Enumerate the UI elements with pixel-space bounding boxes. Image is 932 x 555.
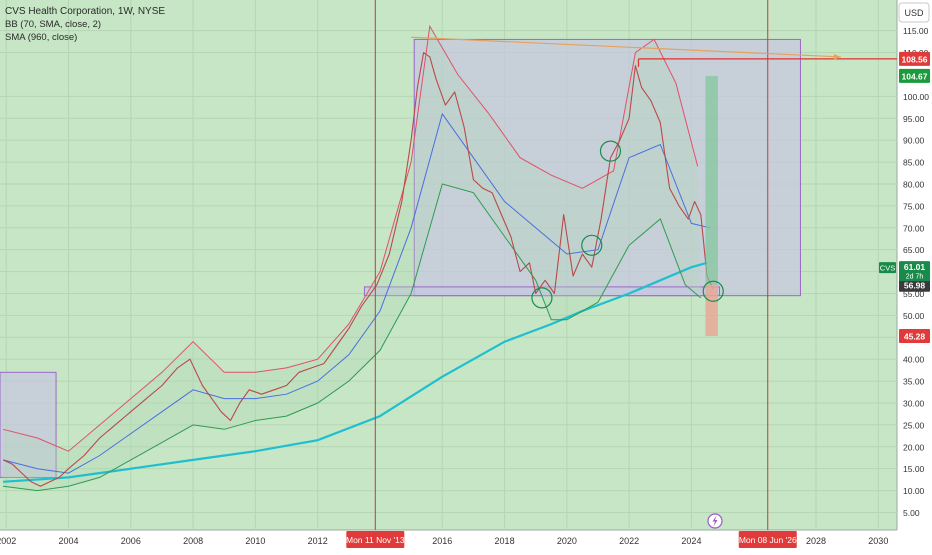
sma-legend[interactable]: SMA (960, close) — [5, 32, 77, 43]
range-boxes — [0, 38, 801, 478]
price-tick-label: 15.00 — [903, 464, 925, 474]
price-tick-label: 95.00 — [903, 114, 925, 124]
time-tick-label: 2018 — [495, 536, 515, 546]
highlight-circle — [531, 287, 553, 309]
price-tick-label: 100.00 — [903, 92, 929, 102]
time-tick-label: 2006 — [121, 536, 141, 546]
price-tick-label: 35.00 — [903, 377, 925, 387]
price-label-box — [899, 68, 930, 83]
time-tick-label: 2016 — [432, 536, 452, 546]
axis-labels: 108.56 104.67 56.98 45.28 CVS 61.01 2d 7h Mon 1… — [346, 51, 930, 548]
time-tick-label: 2012 — [308, 536, 328, 546]
price-label-value: 104.67 — [902, 71, 928, 81]
range-box — [0, 371, 57, 478]
price-tick-label: 70.00 — [903, 223, 925, 233]
bollinger-upper-line — [2, 24, 699, 452]
date-label-text: Mon 11 Nov '13 — [346, 535, 405, 545]
currency-button[interactable]: USD — [898, 2, 930, 23]
date-label-text: Mon 08 Jun '26 — [739, 535, 797, 545]
time-tick-label: 2022 — [619, 536, 639, 546]
symbol-tag — [879, 262, 896, 274]
lightning-event-icon[interactable] — [707, 513, 723, 529]
price-tick-label: 50.00 — [903, 311, 925, 321]
price-tick-label: 40.00 — [903, 355, 925, 365]
price-tick-label: 80.00 — [903, 179, 925, 189]
price-tick-label: 30.00 — [903, 398, 925, 408]
current-price-box — [899, 261, 930, 282]
indicator-lines — [2, 24, 714, 492]
bollinger-band-area — [3, 26, 701, 491]
bollinger-legend[interactable]: BB (70, SMA, close, 2) — [5, 19, 101, 30]
price-label-value: 108.56 — [902, 54, 928, 64]
time-tick-label: 2008 — [183, 536, 203, 546]
position-profit-zone — [705, 75, 718, 285]
price-label-box — [899, 329, 930, 344]
drawing-tools — [374, 0, 897, 530]
price-tick-label: 25.00 — [903, 420, 925, 430]
bollinger-band-fill — [3, 26, 701, 491]
currency-label: USD — [904, 8, 924, 18]
price-tick-label: 90.00 — [903, 136, 925, 146]
price-tick-label: 65.00 — [903, 245, 925, 255]
time-tick-label: 2002 — [0, 536, 16, 546]
time-axis-background — [0, 530, 932, 550]
countdown-value: 2d 7h — [906, 274, 924, 281]
bollinger-basis-line — [2, 112, 711, 474]
price-line — [2, 52, 714, 487]
price-tick-label: 5.00 — [903, 508, 920, 518]
bollinger-lower-line — [3, 183, 702, 492]
time-tick-label: 2028 — [806, 536, 826, 546]
time-tick-label: 2020 — [557, 536, 577, 546]
sma-960-line — [3, 261, 708, 483]
price-tick-label: 20.00 — [903, 442, 925, 452]
highlight-circle — [581, 234, 603, 256]
price-label-value: 56.98 — [904, 280, 926, 290]
price-tick-label: 85.00 — [903, 158, 925, 168]
price-label-value: 45.28 — [904, 332, 926, 342]
time-axis[interactable]: 2002 2004 2006 2008 2010 2012 2016 2018 2020 2022… — [0, 536, 888, 546]
highlight-circle — [599, 140, 622, 162]
price-tick-label: 115.00 — [903, 26, 929, 36]
price-tick-label: 55.00 — [903, 289, 925, 299]
time-tick-label: 2010 — [245, 536, 265, 546]
price-tick-label: 10.00 — [903, 486, 925, 496]
highlight-circle — [702, 280, 724, 302]
date-label-box — [346, 531, 405, 548]
symbol-tag-text: CVS — [880, 264, 895, 273]
time-tick-label: 2024 — [681, 536, 701, 546]
time-tick-label: 2030 — [868, 536, 888, 546]
price-tick-label: 75.00 — [903, 201, 925, 211]
position-stop-zone — [705, 284, 718, 337]
trend-line — [411, 36, 841, 58]
range-box — [413, 38, 801, 297]
price-label-box — [899, 51, 930, 66]
chart-title: CVS Health Corporation, 1W, NYSE — [5, 6, 165, 17]
trend-line-arrow — [833, 53, 841, 60]
price-label-box — [899, 277, 930, 292]
current-price-value: 61.01 — [904, 262, 926, 272]
time-tick-label: 2004 — [59, 536, 79, 546]
date-label-box — [738, 531, 797, 548]
